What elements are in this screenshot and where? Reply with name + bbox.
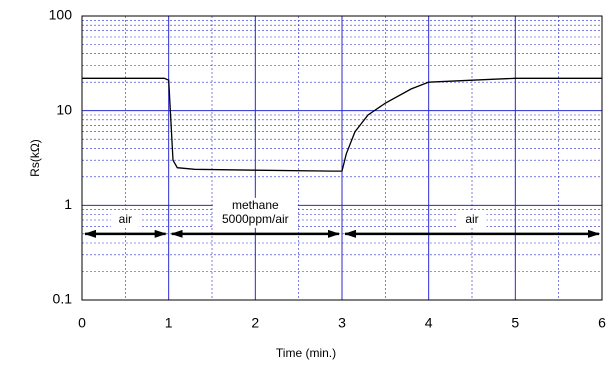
region-label: methane xyxy=(232,198,279,212)
y-tick-label: 10 xyxy=(56,101,72,117)
region-label: air xyxy=(465,212,478,226)
y-tick-label: 100 xyxy=(49,7,73,23)
region-label-bg xyxy=(457,211,487,228)
x-axis-label: Time (min.) xyxy=(276,346,336,360)
region-label: 5000ppm/air xyxy=(222,212,289,226)
y-tick-label: 0.1 xyxy=(53,291,73,307)
y-axis-label: Rs(kΩ) xyxy=(28,139,42,177)
x-tick-label: 5 xyxy=(511,315,519,331)
x-tick-label: 3 xyxy=(338,315,346,331)
region-label-bg xyxy=(110,211,140,228)
plot-frame xyxy=(81,15,603,301)
x-tick-label: 1 xyxy=(165,315,173,331)
x-tick-label: 0 xyxy=(78,315,86,331)
region-label: air xyxy=(119,212,132,226)
x-tick-label: 6 xyxy=(598,315,606,331)
x-tick-label: 4 xyxy=(425,315,433,331)
region-label-bg xyxy=(212,197,298,228)
data-line xyxy=(82,77,602,172)
x-tick-label: 2 xyxy=(251,315,259,331)
y-tick-label: 1 xyxy=(64,196,72,212)
